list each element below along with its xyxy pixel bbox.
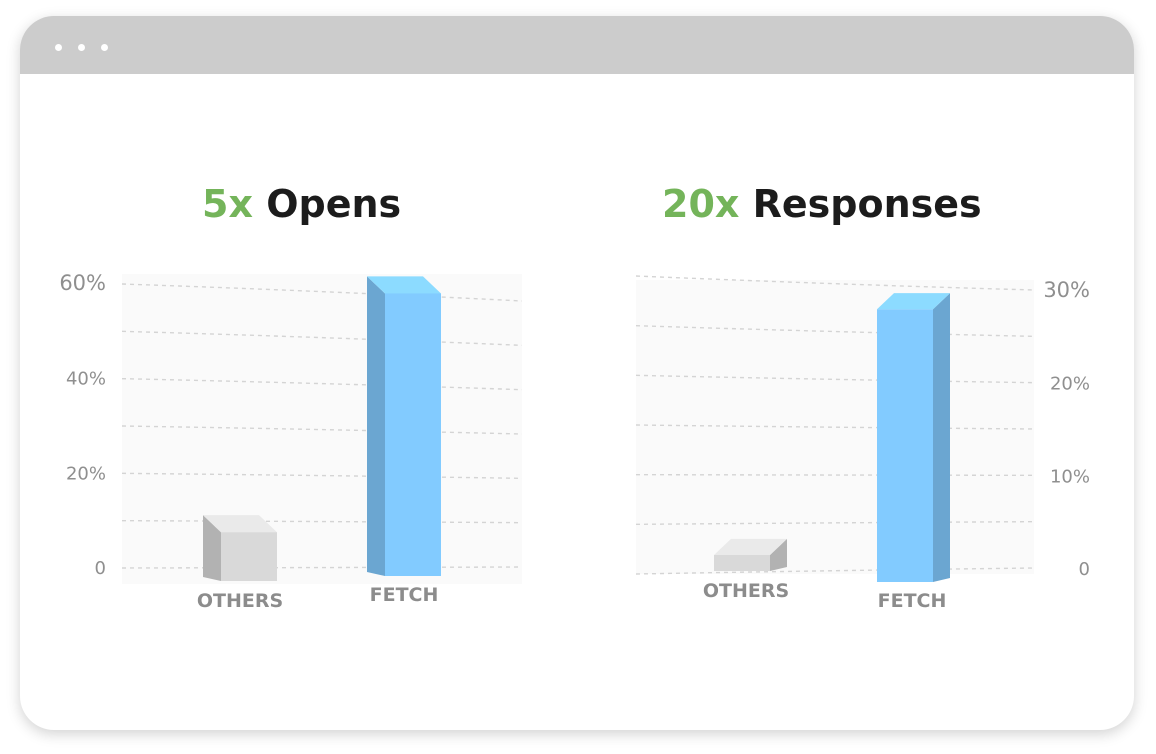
bar-fetch [367,276,441,576]
y-tick-label: 10% [1050,466,1090,487]
chart-title-responses: 20x Responses [662,182,982,226]
gridline [635,520,1035,526]
bar-front [714,555,770,571]
plot-area [636,280,1034,574]
gridline [121,519,523,524]
y-tick-label: 0 [95,558,106,579]
bar-front [385,293,441,576]
chart-title-opens: 5x Opens [202,182,401,226]
y-tick-label: 30% [1043,278,1090,302]
gridline [635,567,1035,575]
title-multiplier: 5x [202,182,253,226]
gridline [121,283,523,302]
bar-others [203,515,277,581]
bar-top [367,276,441,294]
gridline [635,473,1035,477]
bar-fetch [877,293,950,582]
x-category-label: OTHERS [197,590,283,612]
y-tick-label: 20% [1050,374,1090,395]
gridline [121,425,523,435]
x-category-label: FETCH [370,584,439,606]
bar-top [203,515,277,533]
bar-top [877,293,950,310]
bar-side [367,276,385,576]
bar-front [877,309,933,582]
bar-others [714,538,787,571]
title-text: Opens [266,182,402,226]
y-tick-label: 60% [59,271,106,295]
gridline [121,472,523,480]
y-tick-label: 0 [1079,559,1090,580]
x-category-label: FETCH [878,590,947,612]
bar-top [714,538,787,555]
bar-side [933,293,950,582]
gridline [635,275,1035,291]
bar-front [221,532,277,581]
y-tick-label: 40% [66,369,106,390]
title-text: Responses [752,182,982,226]
gridline [121,377,523,391]
gridline [635,374,1035,384]
gridline [635,424,1035,430]
gridline [121,566,523,569]
gridline [121,330,523,347]
gridline [635,324,1035,338]
bar-side [770,538,787,571]
window-dot-icon[interactable] [78,44,85,51]
window-title-bar [20,16,1134,74]
bar-side [203,515,221,581]
y-tick-label: 20% [66,463,106,484]
x-category-label: OTHERS [703,580,789,602]
title-multiplier: 20x [662,182,740,226]
window-dot-icon[interactable] [55,44,62,51]
window-dot-icon[interactable] [101,44,108,51]
